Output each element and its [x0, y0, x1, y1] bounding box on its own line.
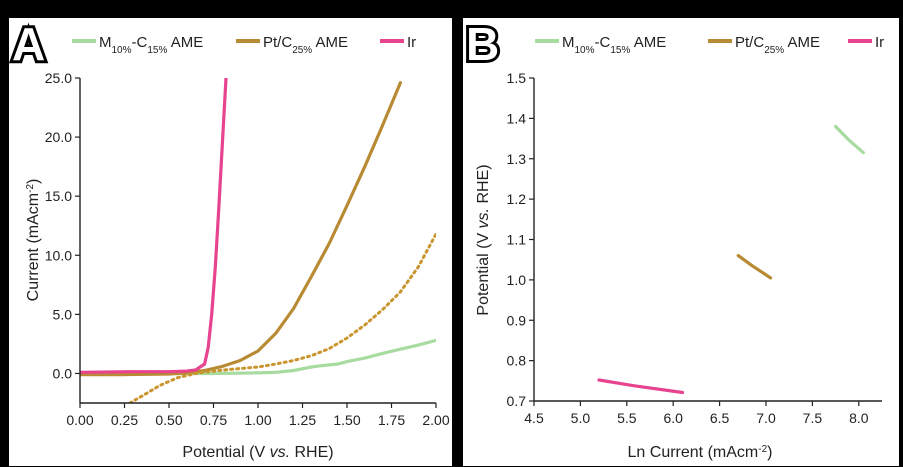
panel-b-y-tick-label: 1.5	[507, 70, 527, 86]
panel-a-x-tick-label: 0.25	[111, 412, 138, 428]
panel-b: M10%-C15% AME Pt/C25% AME Ir B 4.5 5.0 5.5 6.…	[463, 15, 899, 466]
panel-b-x-axis-label: Ln Current (mAcm-2)	[628, 444, 773, 462]
panel-a-x-tick-label: 1.25	[289, 412, 316, 428]
panel-b-plot: 4.5 5.0 5.5 6.0 6.5 7.0 7.5 8.0 0.7 0.8 0.9 1.0 1.1 1…	[507, 70, 882, 426]
panel-b-y-tick-label: 1.1	[507, 232, 527, 248]
panel-b-legend-item-ir: Ir	[848, 34, 884, 51]
panel-b-y-axis-label: Potential (V vs. RHE)	[475, 164, 492, 315]
panel-b-x-tick-label: 5.5	[617, 410, 637, 426]
panel-a-y-tick-label: 15.0	[45, 188, 72, 204]
panel-a-x-axis-label: Potential (V vs. RHE)	[182, 444, 333, 461]
panel-a-plot: 0.00 0.25 0.50 0.75 1.00 1.25 1.50 1.75 2.00 0.0 5…	[45, 70, 450, 428]
panel-a-x-tick-label: 0.75	[200, 412, 227, 428]
panel-b-y-tick-label: 0.8	[507, 353, 527, 369]
panel-a-x-tick-label: 1.75	[378, 412, 405, 428]
panel-b-legend-label-m10c15: M10%-C15% AME	[562, 34, 666, 56]
panel-a-series-ptc25	[80, 81, 402, 377]
panel-a-legend: M10%-C15% AME Pt/C25% AME Ir	[72, 34, 416, 56]
panel-a-x-tick-label: 2.00	[422, 412, 449, 428]
panel-a-series-ptc25_dotted	[128, 232, 436, 403]
panel-b-x-tick-label: 7.0	[756, 410, 776, 426]
panel-b-y-tick-label: 1.4	[507, 110, 527, 126]
panel-a-x-tick-label: 1.00	[244, 412, 271, 428]
panel-a-label: A	[12, 18, 45, 70]
panel-b-x-tick-label: 8.0	[849, 410, 869, 426]
panel-a-y-axis-label: Current (mAcm-2)	[25, 179, 43, 302]
panel-b-x-tick-label: 4.5	[524, 410, 544, 426]
panel-b-y-tick-label: 1.2	[507, 191, 527, 207]
panel-b-legend: M10%-C15% AME Pt/C25% AME Ir	[535, 34, 884, 56]
panel-a: M10%-C15% AME Pt/C25% AME Ir A 0.00 0.25 0.5…	[9, 15, 452, 466]
panel-b-x-tick-label: 6.5	[710, 410, 730, 426]
panel-b-series-ir	[597, 378, 685, 395]
panel-a-legend-item-ptc25: Pt/C25% AME	[236, 34, 348, 56]
panel-a-legend-label-m10c15: M10%-C15% AME	[99, 34, 203, 56]
panel-a-y-tick-label: 20.0	[45, 129, 72, 145]
panel-a-y-tick-label: 10.0	[45, 247, 72, 263]
panel-a-x-tick-label: 0.50	[155, 412, 182, 428]
panel-a-legend-item-ir: Ir	[380, 34, 416, 51]
panel-b-x-tick-label: 6.0	[663, 410, 683, 426]
panel-b-legend-label-ir: Ir	[875, 34, 884, 51]
panel-b-legend-item-ptc25: Pt/C25% AME	[708, 34, 820, 56]
panel-a-legend-label-ptc25: Pt/C25% AME	[263, 34, 348, 56]
panel-a-series-ir	[80, 78, 228, 374]
panel-a-y-tick-label: 0.0	[53, 365, 73, 381]
panel-b-y-tick-label: 0.7	[507, 393, 527, 409]
panel-a-y-tick-label: 25.0	[45, 70, 72, 86]
panel-b-background	[463, 18, 899, 466]
panel-b-legend-label-ptc25: Pt/C25% AME	[735, 34, 820, 56]
panel-b-legend-item-m10c15: M10%-C15% AME	[535, 34, 666, 56]
panel-b-series-ptc25	[736, 254, 773, 280]
panel-a-legend-item-m10c15: M10%-C15% AME	[72, 34, 203, 56]
panel-a-x-tick-label: 1.50	[333, 412, 360, 428]
panel-a-legend-label-ir: Ir	[407, 34, 416, 51]
panel-b-x-tick-label: 7.5	[803, 410, 823, 426]
panel-b-series-m10c15	[833, 124, 866, 155]
panel-b-y-tick-label: 1.3	[507, 151, 527, 167]
panel-a-x-tick-label: 0.00	[66, 412, 93, 428]
panel-a-background	[9, 18, 452, 466]
panel-b-y-tick-label: 0.9	[507, 312, 527, 328]
panel-b-label: B	[466, 18, 499, 70]
panel-b-x-tick-label: 5.0	[571, 410, 591, 426]
panel-a-y-tick-label: 5.0	[53, 306, 73, 322]
panel-b-y-tick-label: 1.0	[507, 272, 527, 288]
